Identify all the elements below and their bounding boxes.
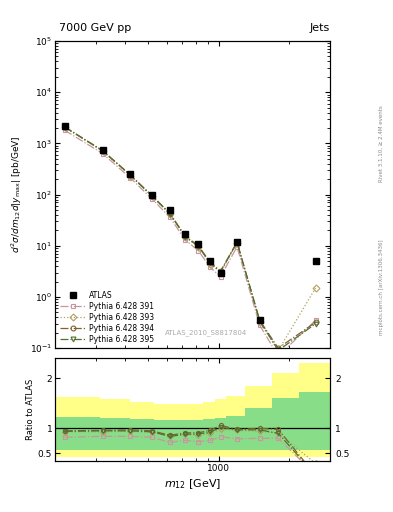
Pythia 6.428 393 xyxy=(313,285,318,291)
Pythia 6.428 395 xyxy=(150,193,154,199)
Text: Jets: Jets xyxy=(310,23,330,33)
Pythia 6.428 393 xyxy=(276,348,281,354)
Pythia 6.428 394 xyxy=(167,210,172,217)
Pythia 6.428 394 xyxy=(235,239,239,245)
Pythia 6.428 391 xyxy=(167,214,172,220)
Pythia 6.428 391 xyxy=(196,248,201,254)
Pythia 6.428 393 xyxy=(150,194,154,200)
Pythia 6.428 391 xyxy=(257,322,262,328)
ATLAS xyxy=(167,207,172,213)
Pythia 6.428 394 xyxy=(100,147,105,154)
X-axis label: $m_{12}$ [GeV]: $m_{12}$ [GeV] xyxy=(164,477,221,490)
ATLAS xyxy=(218,269,223,275)
ATLAS xyxy=(208,258,212,264)
Pythia 6.428 394 xyxy=(313,319,318,325)
Pythia 6.428 393 xyxy=(235,240,239,246)
Pythia 6.428 393 xyxy=(196,244,201,250)
Pythia 6.428 391 xyxy=(150,196,154,202)
Pythia 6.428 393 xyxy=(167,211,172,217)
Pythia 6.428 391 xyxy=(235,244,239,250)
Pythia 6.428 393 xyxy=(128,173,133,179)
ATLAS xyxy=(235,239,239,245)
Pythia 6.428 394 xyxy=(183,233,187,239)
Pythia 6.428 394 xyxy=(208,259,212,265)
Line: Pythia 6.428 393: Pythia 6.428 393 xyxy=(62,125,318,353)
Text: mcplots.cern.ch [arXiv:1306.3436]: mcplots.cern.ch [arXiv:1306.3436] xyxy=(379,239,384,334)
ATLAS xyxy=(150,191,154,198)
Pythia 6.428 391 xyxy=(62,127,67,133)
Pythia 6.428 394 xyxy=(218,268,223,274)
Pythia 6.428 393 xyxy=(257,318,262,325)
Pythia 6.428 395 xyxy=(313,321,318,327)
Pythia 6.428 391 xyxy=(128,175,133,181)
ATLAS xyxy=(196,241,201,247)
Pythia 6.428 395 xyxy=(167,211,172,217)
Pythia 6.428 395 xyxy=(218,269,223,275)
Text: Rivet 3.1.10, ≥ 2.4M events: Rivet 3.1.10, ≥ 2.4M events xyxy=(379,105,384,182)
Pythia 6.428 391 xyxy=(100,151,105,157)
Pythia 6.428 391 xyxy=(313,317,318,324)
Pythia 6.428 391 xyxy=(208,264,212,270)
Text: 7000 GeV pp: 7000 GeV pp xyxy=(59,23,131,33)
ATLAS xyxy=(100,146,105,153)
Pythia 6.428 395 xyxy=(183,233,187,240)
Pythia 6.428 391 xyxy=(218,273,223,280)
Pythia 6.428 394 xyxy=(128,172,133,178)
Pythia 6.428 393 xyxy=(100,148,105,154)
Pythia 6.428 395 xyxy=(276,348,281,354)
ATLAS xyxy=(313,258,318,264)
Pythia 6.428 394 xyxy=(150,193,154,199)
Y-axis label: $d^2\sigma/dm_{12}d|y_{\mathrm{max}}|$ [pb/GeV]: $d^2\sigma/dm_{12}d|y_{\mathrm{max}}|$ [… xyxy=(10,136,24,253)
Legend: ATLAS, Pythia 6.428 391, Pythia 6.428 393, Pythia 6.428 394, Pythia 6.428 395: ATLAS, Pythia 6.428 391, Pythia 6.428 39… xyxy=(57,289,157,346)
Pythia 6.428 395 xyxy=(196,243,201,249)
Pythia 6.428 393 xyxy=(208,261,212,267)
Pythia 6.428 395 xyxy=(257,318,262,324)
Pythia 6.428 393 xyxy=(218,269,223,275)
Pythia 6.428 395 xyxy=(235,240,239,246)
Pythia 6.428 393 xyxy=(183,233,187,240)
Pythia 6.428 395 xyxy=(100,148,105,154)
Pythia 6.428 394 xyxy=(196,243,201,249)
Y-axis label: Ratio to ATLAS: Ratio to ATLAS xyxy=(26,379,35,440)
Pythia 6.428 395 xyxy=(128,172,133,178)
Line: Pythia 6.428 395: Pythia 6.428 395 xyxy=(62,124,318,353)
Pythia 6.428 391 xyxy=(183,237,187,243)
Text: ATLAS_2010_S8817804: ATLAS_2010_S8817804 xyxy=(165,329,248,336)
Pythia 6.428 393 xyxy=(62,124,67,131)
ATLAS xyxy=(62,123,67,129)
ATLAS xyxy=(183,231,187,237)
Line: Pythia 6.428 394: Pythia 6.428 394 xyxy=(62,124,318,351)
Pythia 6.428 395 xyxy=(62,124,67,130)
Pythia 6.428 394 xyxy=(257,317,262,324)
Pythia 6.428 394 xyxy=(62,124,67,130)
Pythia 6.428 394 xyxy=(276,345,281,351)
Line: ATLAS: ATLAS xyxy=(62,123,319,324)
Pythia 6.428 391 xyxy=(276,353,281,359)
Line: Pythia 6.428 391: Pythia 6.428 391 xyxy=(62,128,318,358)
ATLAS xyxy=(128,171,133,177)
ATLAS xyxy=(257,317,262,324)
Pythia 6.428 395 xyxy=(208,260,212,266)
